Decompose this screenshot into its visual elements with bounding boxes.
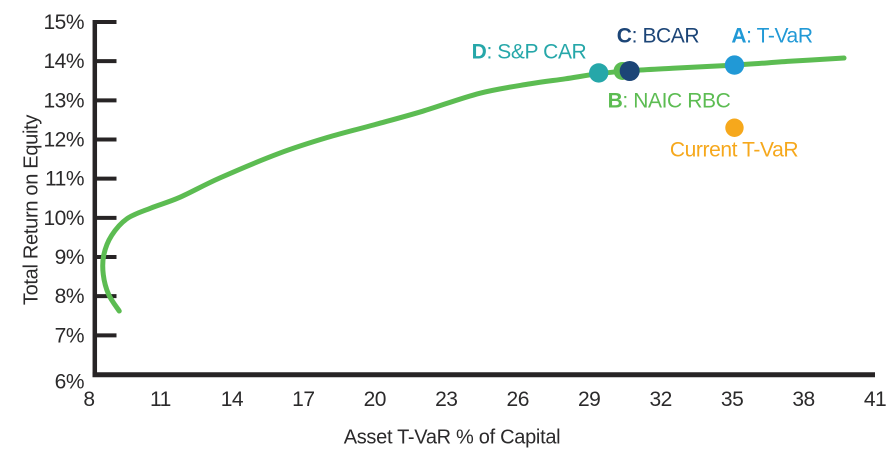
x-tick-labels: 8 11 14 17 20 23 26 29 32 35 38 41 — [83, 388, 886, 411]
point-label-text: : NAIC RBC — [622, 89, 731, 113]
y-tick-label: 6% — [55, 371, 84, 394]
y-tick-label: 8% — [55, 285, 84, 308]
point-label-text: : BCAR — [631, 24, 700, 48]
point-key: D — [471, 40, 487, 64]
x-tick-label: 8 — [83, 388, 94, 411]
point-key: B — [607, 89, 623, 113]
y-tick-label: 10% — [43, 207, 84, 230]
x-tick-label: 23 — [435, 388, 457, 411]
y-axis-title: Total Return on Equity — [20, 114, 43, 306]
point-key: C — [616, 24, 632, 48]
data-point-markers — [589, 55, 745, 137]
y-tick-label: 7% — [55, 324, 84, 347]
x-tick-label: 29 — [578, 388, 600, 411]
point-key: A — [731, 24, 747, 48]
point-label-current-t-var: Current T-VaR — [669, 138, 799, 162]
point-label-text: : T-VaR — [746, 24, 813, 48]
x-tick-label: 17 — [292, 388, 314, 411]
y-tick-label: 15% — [43, 11, 84, 34]
x-tick-label: 32 — [649, 388, 671, 411]
x-tick-label: 38 — [792, 388, 814, 411]
y-tick-label: 9% — [55, 246, 84, 269]
y-tick-label: 11% — [45, 168, 84, 191]
y-tick-label: 14% — [43, 50, 84, 73]
marker-d — [589, 63, 609, 83]
point-label-bcar: C: BCAR — [616, 24, 700, 48]
x-tick-label: 20 — [364, 388, 386, 411]
marker-c — [619, 60, 640, 81]
x-axis-title: Asset T-VaR % of Capital — [343, 426, 561, 449]
marker-a — [724, 55, 745, 75]
x-tick-label: 26 — [507, 388, 529, 411]
point-label-sp-car: D: S&P CAR — [472, 42, 587, 63]
x-tick-label: 35 — [721, 388, 743, 411]
marker-current — [725, 118, 744, 137]
point-label-text: : S&P CAR — [486, 40, 587, 64]
axes — [92, 20, 875, 378]
y-tick-label: 12% — [43, 129, 84, 152]
y-tick-label: 13% — [43, 89, 84, 112]
x-tick-label: 41 — [864, 388, 886, 411]
point-label-t-var: A: T-VaR — [731, 24, 813, 48]
x-tick-label: 14 — [221, 388, 244, 411]
frontier-curve — [100, 55, 847, 314]
point-label-naic-rbc: B: NAIC RBC — [608, 91, 731, 112]
y-tick-labels: 15% 14% 13% 12% 11% 10% 9% 8% 7% 6% — [43, 11, 84, 394]
frontier-line — [100, 55, 847, 314]
point-label-text: Current T-VaR — [669, 138, 799, 162]
x-tick-label: 11 — [150, 388, 171, 411]
